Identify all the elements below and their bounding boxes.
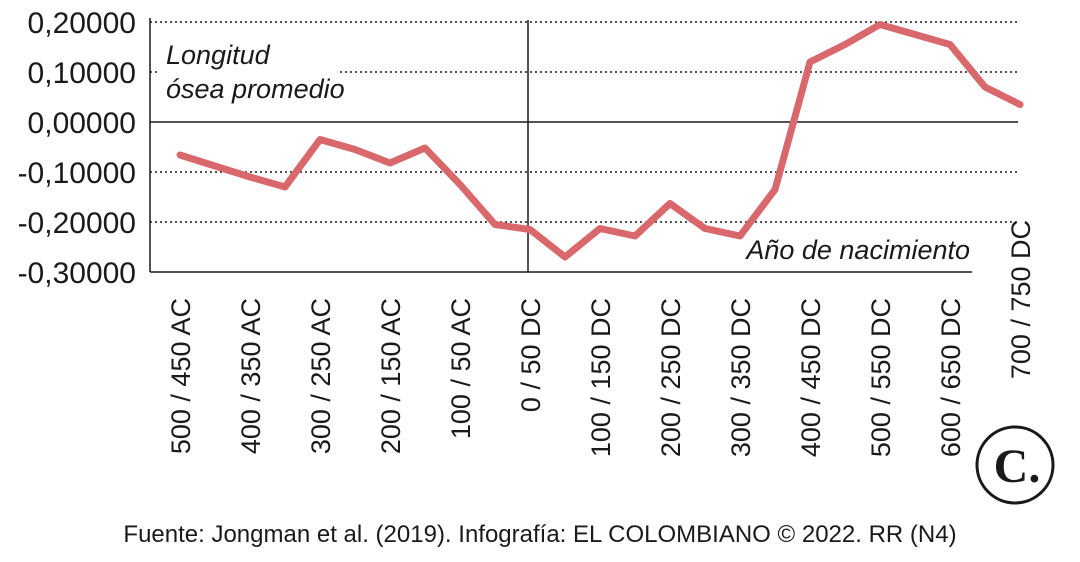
x-tick-label: 500 / 550 DC [866, 298, 896, 457]
annotation: Longitud [166, 40, 271, 70]
x-tick-label: 400 / 450 DC [796, 298, 826, 457]
y-tick-label: -0,20000 [18, 207, 136, 240]
x-tick-label: 200 / 250 DC [656, 298, 686, 457]
logo-text: C. [994, 440, 1041, 493]
x-tick-label: 500 / 450 AC [166, 298, 196, 454]
x-tick-label: 0 / 50 DC [516, 298, 546, 412]
data-line [176, 21, 1024, 261]
x-tick-label: 600 / 650 DC [936, 298, 966, 457]
x-tick-label: 100 / 150 DC [586, 298, 616, 457]
x-tick-label: 100 / 50 AC [446, 298, 476, 439]
annotation-bg [158, 38, 340, 104]
x-tick-label: 400 / 350 AC [236, 298, 266, 454]
annotation-bg [745, 230, 973, 270]
source: Fuente: Jongman et al. (2019). Infografí… [123, 521, 956, 548]
y-tick-label: -0,30000 [18, 257, 136, 290]
y-tick-label: -0,10000 [18, 157, 136, 190]
x-tick-label: 200 / 150 AC [376, 298, 406, 454]
x-tick-label: 300 / 250 AC [306, 298, 336, 454]
x-tick-label: 700 / 750 DC [1006, 220, 1036, 379]
y-tick-label: 0,10000 [28, 57, 136, 90]
grid [149, 18, 1018, 273]
y-tick-label: 0,20000 [28, 7, 136, 40]
logo [975, 425, 1055, 505]
annotation: Año de nacimiento [744, 235, 970, 265]
x-tick-label: 300 / 350 DC [726, 298, 756, 457]
y-tick-label: 0,00000 [28, 107, 136, 140]
annotation: ósea promedio [166, 74, 345, 104]
